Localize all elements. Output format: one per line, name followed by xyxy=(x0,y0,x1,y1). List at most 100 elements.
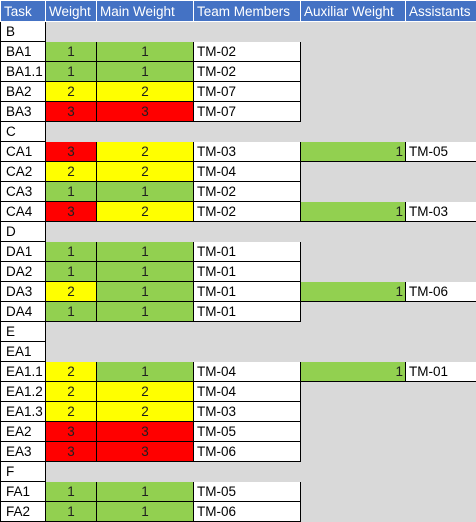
task-cell[interactable]: CA1 xyxy=(0,141,46,162)
task-cell[interactable]: FA2 xyxy=(0,501,46,522)
empty-cell[interactable] xyxy=(45,321,97,342)
weight-cell[interactable]: 3 xyxy=(45,141,97,162)
main-weight-cell[interactable]: 1 xyxy=(96,481,194,502)
empty-cell[interactable] xyxy=(45,461,97,482)
auxiliar-weight-cell[interactable]: 1 xyxy=(300,141,406,162)
header-main-weight[interactable]: Main Weight xyxy=(96,0,194,22)
task-cell[interactable]: DA1 xyxy=(0,241,46,262)
weight-cell[interactable]: 2 xyxy=(45,381,97,402)
weight-cell[interactable]: 1 xyxy=(45,481,97,502)
task-cell[interactable]: EA1.2 xyxy=(0,381,46,402)
assistant-cell[interactable]: TM-05 xyxy=(405,141,476,162)
team-member-cell[interactable]: TM-06 xyxy=(193,501,301,522)
weight-cell[interactable]: 3 xyxy=(45,421,97,442)
empty-cell[interactable] xyxy=(300,401,406,422)
main-weight-cell[interactable]: 3 xyxy=(96,421,194,442)
empty-cell[interactable] xyxy=(45,121,97,142)
empty-cell[interactable] xyxy=(405,401,476,422)
main-weight-cell[interactable]: 2 xyxy=(96,381,194,402)
empty-cell[interactable] xyxy=(405,181,476,202)
task-cell[interactable]: EA2 xyxy=(0,421,46,442)
header-auxiliar-weight[interactable]: Auxiliar Weight xyxy=(300,0,406,22)
team-member-cell[interactable]: TM-01 xyxy=(193,281,301,302)
empty-cell[interactable] xyxy=(405,481,476,502)
team-member-cell[interactable]: TM-07 xyxy=(193,101,301,122)
main-weight-cell[interactable]: 2 xyxy=(96,201,194,222)
main-weight-cell[interactable]: 3 xyxy=(96,441,194,462)
empty-cell[interactable] xyxy=(405,101,476,122)
weight-cell[interactable]: 2 xyxy=(45,281,97,302)
team-member-cell[interactable]: TM-06 xyxy=(193,441,301,462)
empty-cell[interactable] xyxy=(96,341,194,362)
task-cell[interactable]: CA2 xyxy=(0,161,46,182)
weight-cell[interactable]: 2 xyxy=(45,401,97,422)
empty-cell[interactable] xyxy=(405,121,476,142)
empty-cell[interactable] xyxy=(96,461,194,482)
empty-cell[interactable] xyxy=(405,301,476,322)
empty-cell[interactable] xyxy=(405,321,476,342)
empty-cell[interactable] xyxy=(405,41,476,62)
empty-cell[interactable] xyxy=(300,321,406,342)
header-assistants[interactable]: Assistants xyxy=(405,0,476,22)
weight-cell[interactable]: 2 xyxy=(45,161,97,182)
weight-cell[interactable]: 1 xyxy=(45,181,97,202)
empty-cell[interactable] xyxy=(300,241,406,262)
task-cell[interactable]: BA1 xyxy=(0,41,46,62)
empty-cell[interactable] xyxy=(193,121,301,142)
group-label-cell[interactable]: D xyxy=(0,221,46,242)
header-task[interactable]: Task xyxy=(0,0,46,22)
task-cell[interactable]: FA1 xyxy=(0,481,46,502)
task-cell[interactable]: CA3 xyxy=(0,181,46,202)
group-label-cell[interactable]: E xyxy=(0,321,46,342)
empty-cell[interactable] xyxy=(300,261,406,282)
team-member-cell[interactable]: TM-01 xyxy=(193,241,301,262)
auxiliar-weight-cell[interactable]: 1 xyxy=(300,361,406,382)
empty-cell[interactable] xyxy=(300,461,406,482)
empty-cell[interactable] xyxy=(193,341,301,362)
empty-cell[interactable] xyxy=(405,341,476,362)
main-weight-cell[interactable]: 2 xyxy=(96,161,194,182)
main-weight-cell[interactable]: 1 xyxy=(96,181,194,202)
task-cell[interactable]: EA1.3 xyxy=(0,401,46,422)
group-label-cell[interactable]: B xyxy=(0,21,46,42)
empty-cell[interactable] xyxy=(405,161,476,182)
main-weight-cell[interactable]: 3 xyxy=(96,101,194,122)
empty-cell[interactable] xyxy=(405,261,476,282)
empty-cell[interactable] xyxy=(96,321,194,342)
task-cell[interactable]: CA4 xyxy=(0,201,46,222)
weight-cell[interactable]: 2 xyxy=(45,361,97,382)
weight-cell[interactable]: 2 xyxy=(45,81,97,102)
weight-cell[interactable]: 3 xyxy=(45,101,97,122)
empty-cell[interactable] xyxy=(300,221,406,242)
weight-cell[interactable]: 1 xyxy=(45,261,97,282)
team-member-cell[interactable]: TM-04 xyxy=(193,381,301,402)
group-label-cell[interactable]: EA1 xyxy=(0,341,46,362)
weight-cell[interactable]: 1 xyxy=(45,501,97,522)
empty-cell[interactable] xyxy=(300,501,406,522)
team-member-cell[interactable]: TM-02 xyxy=(193,61,301,82)
empty-cell[interactable] xyxy=(193,461,301,482)
empty-cell[interactable] xyxy=(405,381,476,402)
weight-cell[interactable]: 1 xyxy=(45,41,97,62)
empty-cell[interactable] xyxy=(300,81,406,102)
assistant-cell[interactable]: TM-01 xyxy=(405,361,476,382)
empty-cell[interactable] xyxy=(300,421,406,442)
team-member-cell[interactable]: TM-02 xyxy=(193,201,301,222)
empty-cell[interactable] xyxy=(300,121,406,142)
empty-cell[interactable] xyxy=(96,21,194,42)
main-weight-cell[interactable]: 2 xyxy=(96,401,194,422)
main-weight-cell[interactable]: 1 xyxy=(96,501,194,522)
weight-cell[interactable]: 1 xyxy=(45,241,97,262)
team-member-cell[interactable]: TM-05 xyxy=(193,421,301,442)
empty-cell[interactable] xyxy=(300,481,406,502)
auxiliar-weight-cell[interactable]: 1 xyxy=(300,201,406,222)
team-member-cell[interactable]: TM-01 xyxy=(193,261,301,282)
assistant-cell[interactable]: TM-03 xyxy=(405,201,476,222)
team-member-cell[interactable]: TM-01 xyxy=(193,301,301,322)
header-weight[interactable]: Weight xyxy=(45,0,97,22)
empty-cell[interactable] xyxy=(405,21,476,42)
group-label-cell[interactable]: C xyxy=(0,121,46,142)
empty-cell[interactable] xyxy=(405,501,476,522)
task-cell[interactable]: DA4 xyxy=(0,301,46,322)
empty-cell[interactable] xyxy=(405,421,476,442)
